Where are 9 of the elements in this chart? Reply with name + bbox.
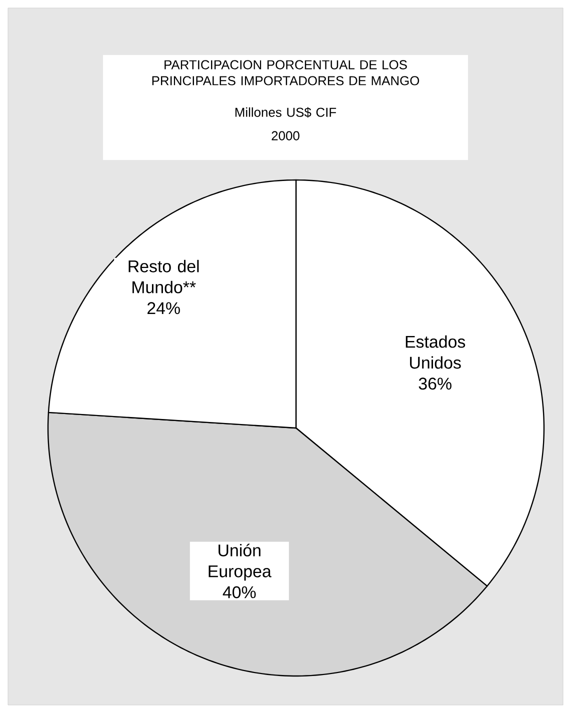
text: 2000: [272, 131, 300, 140]
chart-subtitle: Millones US$ CIF: [235, 107, 336, 118]
slice-label: Estados Unidos: [406, 335, 466, 369]
chart-title: PARTICIPACION PORCENTUAL DE LOS PRINCIPALES IMPORTADORES DE MANGO: [152, 60, 420, 86]
slice-label: Unión Europea: [208, 544, 272, 581]
data-label: 36%: [418, 378, 452, 390]
data-label: 24%: [148, 302, 180, 314]
data-label: 40%: [222, 586, 256, 598]
slice-label: Resto del Mundo**: [128, 260, 199, 294]
